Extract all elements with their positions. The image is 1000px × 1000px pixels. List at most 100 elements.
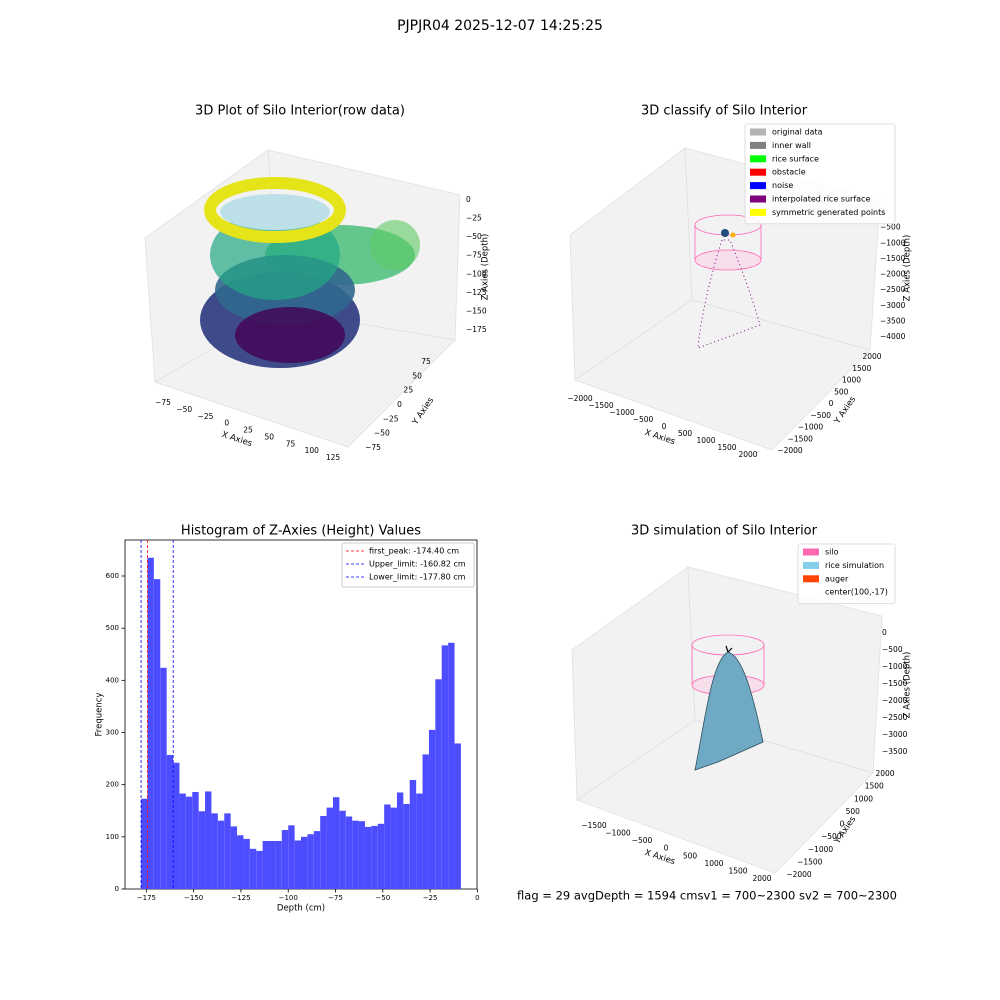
histogram-bar <box>166 754 174 889</box>
x-tick-label: −1500 <box>588 401 614 410</box>
legend-swatch <box>750 155 766 163</box>
legend-label: Upper_limit: -160.82 cm <box>369 560 466 569</box>
classified-points-2 <box>694 214 762 349</box>
histogram-bar <box>371 825 378 889</box>
y-tick-label: 1000 <box>842 376 861 385</box>
x-tick-label: 500 <box>683 851 698 860</box>
legend-label: silo <box>825 548 839 557</box>
legend-swatch <box>750 182 766 190</box>
x-tick-label: 2000 <box>752 874 771 883</box>
z-tick-label: −175 <box>466 325 487 334</box>
histogram-bar <box>416 793 423 889</box>
x-tick-label: −150 <box>184 894 203 902</box>
legend-label: auger <box>825 574 849 583</box>
histogram-bar <box>185 796 193 889</box>
z-axis-label: Z Axies (Depth) <box>481 234 491 301</box>
figure-title: PJPJR04 2025-12-07 14:25:25 <box>397 18 603 34</box>
y-axis-label: Frequency <box>95 693 105 737</box>
histogram-bar <box>281 830 289 889</box>
y-tick-label: −1000 <box>808 845 834 854</box>
legend-label: rice surface <box>772 154 819 163</box>
x-tick-label: −2000 <box>567 394 593 403</box>
x-tick-label: −1000 <box>609 408 635 417</box>
z-tick-label: −1000 <box>880 238 906 247</box>
z-tick-label: −2500 <box>882 713 908 722</box>
x-tick-label: 75 <box>286 439 296 448</box>
legend-label: symmetric generated points <box>772 208 885 217</box>
legend-swatch <box>750 208 766 216</box>
histogram-bar <box>262 841 270 889</box>
y-tick-label: 200 <box>106 781 119 789</box>
x-tick-label: 0 <box>662 422 667 431</box>
z-axis-label: Z Axies (Depth) <box>903 652 913 719</box>
histogram-bar <box>403 803 410 889</box>
x-tick-label: −1500 <box>581 821 607 830</box>
x-tick-label: 50 <box>264 432 274 441</box>
z-tick-label: −1500 <box>882 679 908 688</box>
histogram-bar <box>358 821 365 889</box>
x-tick-label: 25 <box>243 426 253 435</box>
z-tick-label: −150 <box>466 306 487 315</box>
y-tick-label: 1000 <box>854 794 873 803</box>
y-tick-label: 500 <box>846 807 861 816</box>
x-tick-label: 500 <box>678 429 693 438</box>
x-tick-label: −50 <box>375 894 390 902</box>
x-tick-label: −50 <box>176 405 192 414</box>
legend-label: obstacle <box>772 168 806 177</box>
chart-title: Histogram of Z-Axies (Height) Values <box>181 524 421 539</box>
legend-label: first_peak: -174.40 cm <box>369 547 459 556</box>
histogram-bar <box>243 838 250 889</box>
legend-label: rice simulation <box>825 561 884 570</box>
z-tick-label: 0 <box>466 195 471 204</box>
y-tick-label: −2000 <box>777 446 803 455</box>
legend-label: original data <box>772 128 823 137</box>
z-tick-label: −50 <box>466 232 482 241</box>
y-tick-label: −1000 <box>798 423 824 432</box>
x-tick-label: 1500 <box>728 866 747 875</box>
y-tick-label: 100 <box>106 833 119 841</box>
z-tick-label: −125 <box>466 288 487 297</box>
histogram-bar <box>192 791 199 889</box>
histogram-bar <box>249 848 257 889</box>
z-tick-label: −1500 <box>880 254 906 263</box>
y-tick-label: 2000 <box>875 769 894 778</box>
z-tick-label: −75 <box>466 251 482 260</box>
x-tick-label: −1000 <box>605 829 631 838</box>
y-tick-label: 0 <box>840 820 845 829</box>
histogram-bar <box>396 792 404 889</box>
x-tick-label: 0 <box>664 844 669 853</box>
x-tick-label: −75 <box>155 398 171 407</box>
x-tick-label: −25 <box>423 894 438 902</box>
legend-swatch <box>803 575 819 583</box>
histogram-bar <box>364 826 372 889</box>
histogram-bar <box>384 804 391 889</box>
y-tick-label: −500 <box>821 832 842 841</box>
y-tick-label: 300 <box>106 728 119 736</box>
chart-title: 3D classify of Silo Interior <box>641 104 808 119</box>
x-tick-label: 0 <box>475 894 479 902</box>
histogram-bar <box>147 557 154 889</box>
z-axis-label: Z Axies (Depth) <box>903 235 913 302</box>
z-tick-label: −3500 <box>880 316 906 325</box>
legend-label: Lower_limit: -177.80 cm <box>369 573 466 582</box>
z-tick-label: −500 <box>882 645 903 654</box>
histogram-bar <box>256 850 263 889</box>
histogram-bar <box>160 667 167 889</box>
x-tick-label: 2000 <box>738 450 757 459</box>
x-tick-label: 100 <box>305 446 320 455</box>
histogram-bar <box>173 762 180 889</box>
y-tick-label: 0 <box>397 400 402 409</box>
legend-swatch <box>803 548 819 556</box>
legend-box <box>797 543 896 605</box>
y-tick-label: 500 <box>106 624 119 632</box>
legend-swatch <box>803 561 819 569</box>
histogram-bar <box>454 743 461 889</box>
y-tick-label: 0 <box>829 399 834 408</box>
legend-swatch <box>750 195 766 203</box>
y-tick-label: 50 <box>412 371 422 380</box>
histogram-bar <box>288 825 295 889</box>
histogram-bar <box>275 841 282 889</box>
histogram-bar <box>409 779 417 889</box>
histogram-bar <box>435 679 442 889</box>
